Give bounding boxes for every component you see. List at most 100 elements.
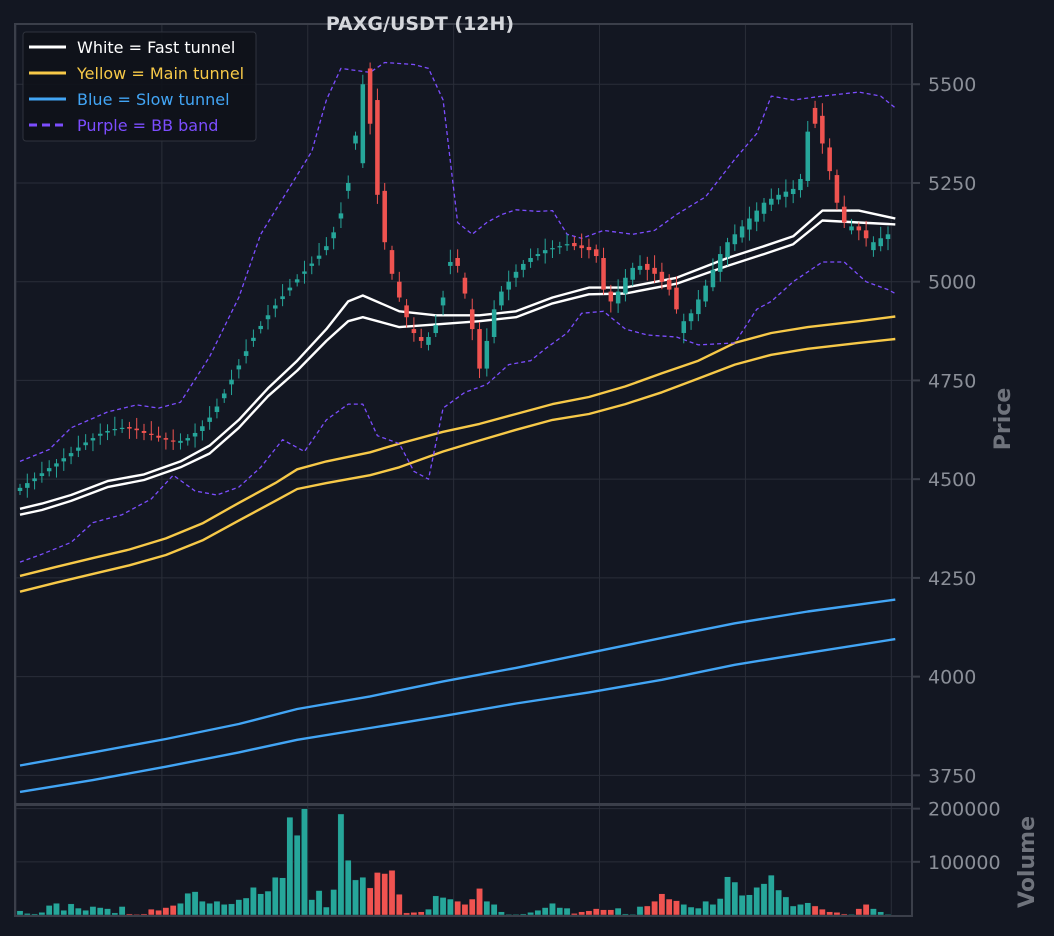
volume-bar (782, 896, 790, 916)
volume-bar (169, 905, 177, 916)
candle-body (798, 179, 803, 191)
volume-bar (665, 898, 673, 916)
candle-body (564, 244, 570, 246)
volume-bar (534, 910, 542, 916)
candle-body (710, 269, 716, 288)
volume-bar (563, 907, 571, 916)
volume-bar (337, 813, 345, 916)
candle-body (849, 226, 854, 231)
legend-label-slow: Blue = Slow tunnel (77, 90, 230, 109)
candle-body (776, 194, 781, 200)
volume-bar (483, 900, 491, 916)
volume-bar (206, 903, 213, 916)
volume-bar (417, 911, 425, 916)
candle-body (25, 483, 30, 488)
volume-bar (549, 903, 556, 916)
volume-bar (359, 877, 367, 916)
volume-bar (775, 889, 782, 916)
volume-bar (673, 900, 680, 916)
volume-axis-ticks: 100000 200000 (912, 799, 1001, 874)
volume-bar (38, 912, 46, 916)
candle-body (878, 238, 883, 247)
candle-body (90, 438, 96, 441)
candle-body (367, 68, 373, 124)
legend-label-bb: Purple = BB band (77, 116, 218, 135)
volume-bar (308, 899, 316, 916)
volume-bar (242, 897, 250, 916)
volume-bar (753, 887, 761, 916)
candle-body (521, 263, 526, 270)
chart-title: PAXG/USDT (12H) (326, 13, 514, 35)
price-tick-label: 5250 (928, 173, 976, 195)
candle-body (783, 191, 789, 197)
volume-bar (702, 900, 709, 916)
candle-body (637, 265, 643, 270)
candle-body (221, 393, 227, 399)
volume-bar (31, 913, 38, 916)
volume-bar (592, 908, 600, 916)
candle-body (469, 309, 475, 330)
candle-body (462, 277, 468, 294)
volume-bar (111, 912, 119, 916)
volume-bar (147, 908, 155, 916)
candle-body (681, 321, 687, 334)
candle-body (345, 182, 351, 191)
candle-body (76, 447, 81, 451)
candle-body (739, 226, 745, 238)
candle-body (68, 453, 74, 457)
candle-body (287, 287, 293, 291)
candle-body (112, 429, 118, 431)
volume-bar (118, 906, 126, 916)
candle-body (593, 249, 599, 257)
candle-body (790, 188, 796, 195)
candle-body (579, 245, 584, 249)
volume-bar (585, 910, 593, 916)
candle-body (608, 291, 614, 302)
volume-bar (862, 904, 870, 916)
volume-bar (155, 910, 162, 916)
volume-bar (395, 894, 403, 916)
volume-bar (410, 912, 418, 916)
price-axis-ticks: 3750 4000 4250 4500 4750 5000 5250 5500 (912, 74, 976, 787)
volume-bar (89, 906, 97, 916)
volume-bar (556, 907, 564, 916)
candle-body (382, 190, 387, 243)
candle-body (586, 246, 592, 251)
candle-body (769, 198, 774, 205)
candle-body (236, 365, 242, 370)
candlesticks (17, 62, 891, 498)
volume-bar (315, 890, 323, 916)
volume-bar (126, 913, 133, 916)
candle-body (273, 305, 278, 309)
legend-box (22, 31, 257, 142)
candle-body (499, 291, 504, 306)
volume-bar (760, 883, 768, 916)
candle-body (820, 115, 825, 144)
volume-bar (403, 912, 410, 916)
volume-bar (286, 816, 294, 916)
volume-bar (687, 906, 695, 916)
volume-bar (738, 895, 746, 916)
candle-body (506, 281, 511, 290)
volume-bar (60, 910, 68, 916)
volume-bar (571, 913, 578, 916)
volume-bar (797, 904, 804, 916)
volume-bar (716, 898, 724, 916)
candle-body (105, 430, 110, 433)
volume-bar (264, 890, 272, 916)
volume-bar (213, 900, 221, 916)
candle-body (513, 271, 519, 278)
series-line-main-tunnel-lower (19, 337, 896, 593)
price-tick-label: 4750 (928, 370, 976, 392)
candle-body (717, 254, 723, 272)
candle-body (178, 440, 183, 443)
volume-bar (490, 904, 498, 916)
candle-body (156, 435, 161, 438)
candle-body (258, 325, 263, 330)
volume-bar (439, 897, 447, 916)
series-line-slow-tunnel-upper (19, 598, 896, 767)
candle-body (871, 242, 876, 251)
candle-body (666, 279, 672, 290)
